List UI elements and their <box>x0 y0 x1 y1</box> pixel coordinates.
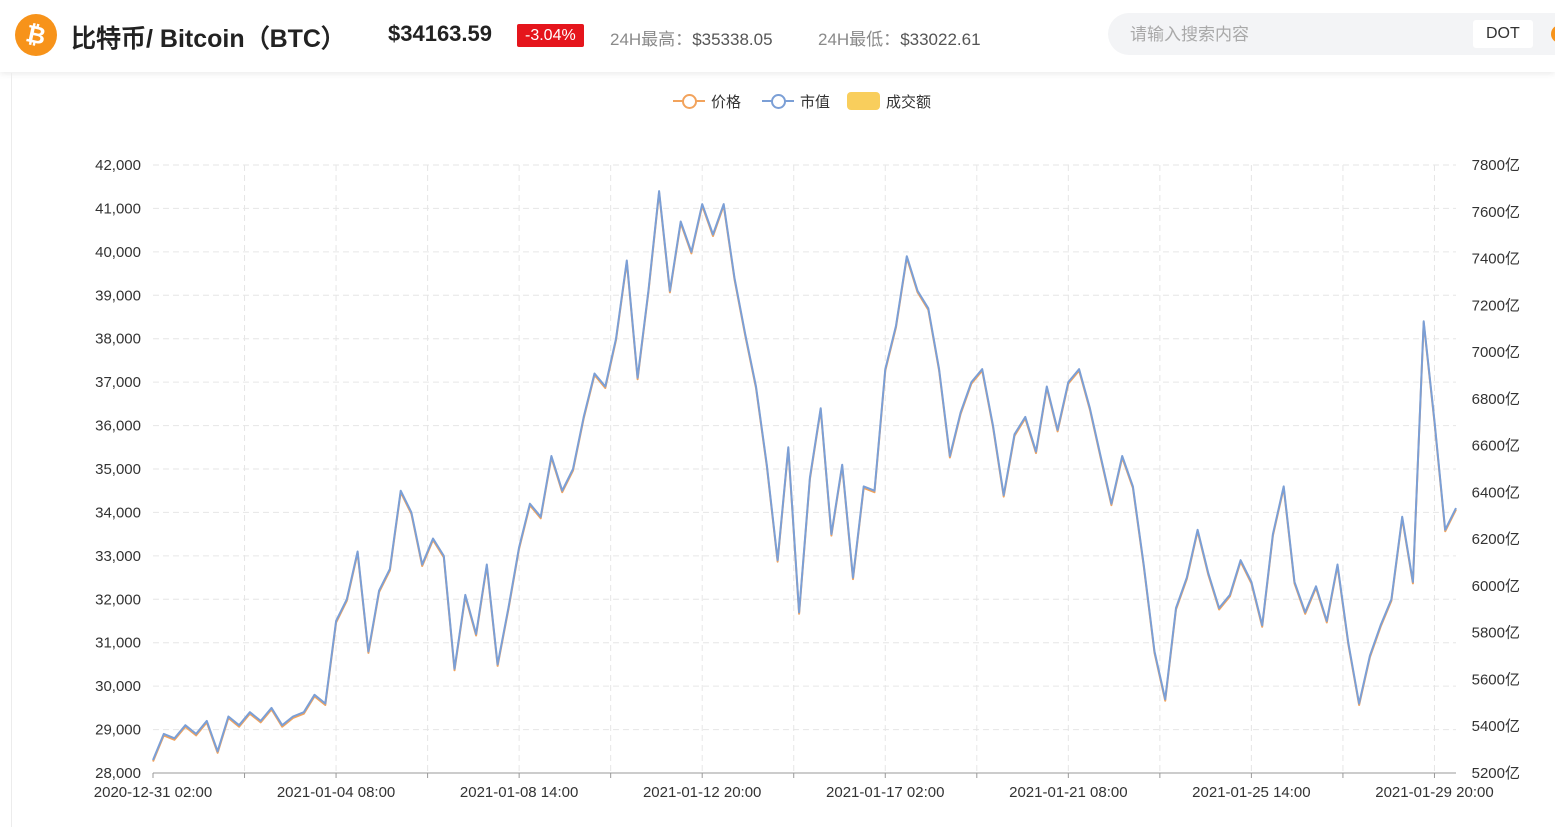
x-tick-label: 2021-01-17 02:00 <box>826 784 944 801</box>
y-right-tick-label: 7200亿 <box>1472 297 1520 314</box>
y-left-tick-label: 39,000 <box>95 287 141 304</box>
high-24h-label: 24H最高： <box>610 30 693 49</box>
high-24h-value: $35338.05 <box>692 30 773 49</box>
legend-label-market-cap: 市值 <box>800 93 831 111</box>
y-left-tick-label: 28,000 <box>95 765 141 782</box>
y-right-tick-label: 7600亿 <box>1472 204 1520 221</box>
y-right-tick-label: 5800亿 <box>1472 625 1520 642</box>
coin-header: ₿ 比特币/ Bitcoin（BTC） $34163.59 -3.04% 24H… <box>0 0 1555 72</box>
y-left-tick-label: 38,000 <box>95 331 141 348</box>
legend-item-volume[interactable]: 成交额 <box>847 90 931 112</box>
market-cap-series-line <box>152 190 1457 761</box>
high-24h: 24H最高：$35338.05 <box>610 25 773 50</box>
x-tick-label: 2021-01-04 08:00 <box>277 784 395 801</box>
y-right-tick-label: 7400亿 <box>1472 251 1520 268</box>
low-24h-label: 24H最低： <box>818 30 901 49</box>
y-right-tick-label: 7000亿 <box>1472 344 1520 361</box>
coin-title: 比特币/ Bitcoin（BTC） <box>71 25 346 53</box>
x-tick-label: 2021-01-21 08:00 <box>1009 784 1127 801</box>
current-price: $34163.59 <box>388 21 492 46</box>
low-24h: 24H最低：$33022.61 <box>818 25 981 50</box>
low-24h-value: $33022.61 <box>900 30 981 49</box>
legend-bar-icon <box>847 92 880 110</box>
y-right-tick-label: 6200亿 <box>1472 531 1520 548</box>
search-input[interactable] <box>1128 13 1462 57</box>
y-left-tick-label: 35,000 <box>95 461 141 478</box>
y-right-tick-label: 6800亿 <box>1472 391 1520 408</box>
y-right-tick-label: 7800亿 <box>1472 157 1520 174</box>
price-series-line <box>152 191 1457 762</box>
legend-label-price: 价格 <box>711 93 742 111</box>
y-left-tick-label: 42,000 <box>95 157 141 174</box>
search-suggestion-tag[interactable]: DOT <box>1473 20 1533 48</box>
y-right-tick-label: 6000亿 <box>1472 578 1520 595</box>
y-right-tick-label: 6400亿 <box>1472 484 1520 501</box>
left-divider <box>11 73 12 827</box>
y-left-tick-label: 37,000 <box>95 374 141 391</box>
y-left-tick-label: 29,000 <box>95 722 141 739</box>
x-tick-label: 2021-01-08 14:00 <box>460 784 578 801</box>
y-left-tick-label: 34,000 <box>95 504 141 521</box>
x-tick-label: 2020-12-31 02:00 <box>94 784 212 801</box>
y-left-tick-label: 36,000 <box>95 418 141 435</box>
x-tick-label: 2021-01-25 14:00 <box>1192 784 1310 801</box>
y-left-tick-label: 40,000 <box>95 244 141 261</box>
chart-legend: 价格 市值 成交额 <box>0 90 1555 112</box>
y-left-tick-label: 41,000 <box>95 200 141 217</box>
search-box: DOT <box>1108 13 1555 57</box>
y-left-tick-label: 30,000 <box>95 678 141 695</box>
legend-line-circle-icon <box>762 93 794 109</box>
y-right-tick-label: 5200亿 <box>1472 765 1520 782</box>
x-tick-label: 2021-01-29 20:00 <box>1375 784 1493 801</box>
y-right-tick-label: 5400亿 <box>1472 718 1520 735</box>
bitcoin-icon: ₿ <box>15 14 57 56</box>
price-change-badge: -3.04% <box>517 24 584 47</box>
legend-line-circle-icon <box>673 93 705 109</box>
y-left-tick-label: 33,000 <box>95 548 141 565</box>
y-right-tick-label: 5600亿 <box>1472 671 1520 688</box>
y-left-tick-label: 31,000 <box>95 635 141 652</box>
y-right-tick-label: 6600亿 <box>1472 438 1520 455</box>
legend-item-market-cap[interactable]: 市值 <box>762 90 830 112</box>
coin-icon[interactable] <box>1551 25 1555 43</box>
y-left-tick-label: 32,000 <box>95 591 141 608</box>
x-tick-label: 2021-01-12 20:00 <box>643 784 761 801</box>
legend-item-price[interactable]: 价格 <box>673 90 741 112</box>
legend-label-volume: 成交额 <box>886 93 932 111</box>
